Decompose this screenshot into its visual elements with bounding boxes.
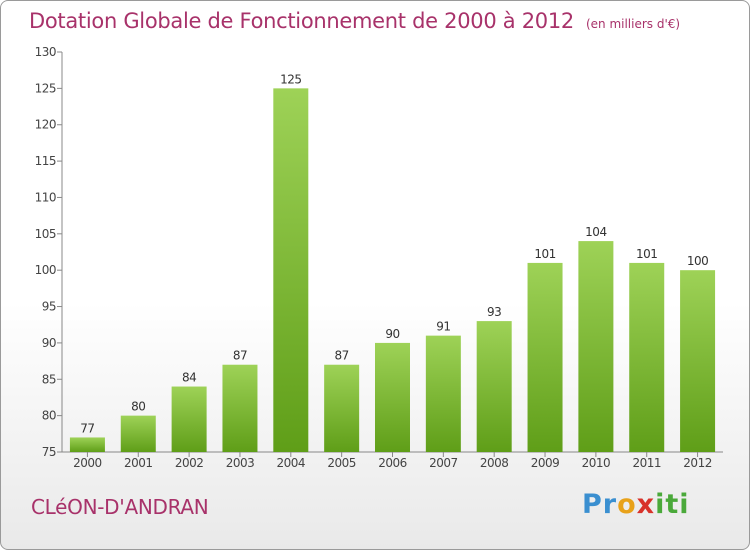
x-tick-label-2002: 2002 bbox=[175, 456, 204, 470]
y-tick-label: 115 bbox=[35, 154, 56, 168]
bar-2002 bbox=[171, 386, 207, 452]
y-tick-label: 110 bbox=[35, 190, 56, 204]
bar-2001 bbox=[120, 415, 156, 452]
y-tick-label: 90 bbox=[42, 336, 56, 350]
bar-2007 bbox=[425, 335, 461, 452]
data-label-2012: 100 bbox=[687, 254, 708, 268]
proxiti-logo: Proxiti bbox=[582, 489, 690, 520]
x-tick-label-2011: 2011 bbox=[632, 456, 661, 470]
x-tick-label-2012: 2012 bbox=[683, 456, 712, 470]
x-tick-label-2005: 2005 bbox=[327, 456, 356, 470]
data-label-2001: 80 bbox=[131, 400, 145, 414]
bar-2000 bbox=[69, 437, 105, 452]
y-tick-label: 125 bbox=[35, 81, 56, 95]
chart-subtitle: (en milliers d'€) bbox=[585, 17, 681, 31]
bar-2004 bbox=[273, 88, 309, 452]
x-tick-label-2008: 2008 bbox=[480, 456, 509, 470]
data-label-2003: 87 bbox=[233, 349, 247, 363]
bar-2010 bbox=[578, 241, 614, 452]
x-tick-label-2001: 2001 bbox=[124, 456, 153, 470]
logo-part-2: o bbox=[617, 489, 637, 520]
data-labels: 77 80 84 87 125 87 90 91 93 101 104 101 100 bbox=[80, 72, 708, 435]
chart-title: Dotation Globale de Fonctionnement de 20… bbox=[29, 9, 574, 33]
commune-name: CLéON-D'ANDRAN bbox=[31, 495, 209, 519]
bar-2011 bbox=[629, 262, 665, 452]
bars bbox=[69, 88, 716, 452]
data-label-2000: 77 bbox=[80, 421, 94, 435]
bar-2006 bbox=[375, 342, 410, 452]
bar-2009 bbox=[527, 262, 563, 452]
x-tick-label-2003: 2003 bbox=[226, 456, 255, 470]
data-label-2002: 84 bbox=[182, 371, 196, 385]
data-label-2005: 87 bbox=[335, 349, 349, 363]
data-label-2011: 101 bbox=[636, 247, 657, 261]
data-label-2009: 101 bbox=[534, 247, 555, 261]
y-tick-label: 130 bbox=[35, 45, 56, 59]
x-tick-label-2007: 2007 bbox=[429, 456, 458, 470]
y-tick-label: 120 bbox=[35, 118, 56, 132]
logo-part-1: Pr bbox=[582, 489, 618, 520]
bar-2012 bbox=[680, 270, 716, 452]
x-tick-label-2010: 2010 bbox=[582, 456, 611, 470]
y-tick-label: 95 bbox=[42, 300, 56, 314]
y-tick-labels: 75 80 85 90 95 100 105 110 115 120 125 130 bbox=[35, 45, 57, 459]
bar-2003 bbox=[222, 364, 258, 452]
bar-2005 bbox=[324, 364, 360, 452]
x-tick-label-2004: 2004 bbox=[277, 456, 306, 470]
x-tick-label-2006: 2006 bbox=[378, 456, 407, 470]
bar-2008 bbox=[476, 321, 512, 452]
x-tick-label-2009: 2009 bbox=[531, 456, 560, 470]
y-tick-label: 105 bbox=[35, 227, 56, 241]
y-tick-label: 85 bbox=[42, 372, 56, 386]
data-label-2006: 90 bbox=[385, 327, 399, 341]
x-tick-label-2000: 2000 bbox=[73, 456, 102, 470]
y-tick-label: 100 bbox=[35, 263, 56, 277]
data-label-2008: 93 bbox=[487, 305, 501, 319]
data-label-2010: 104 bbox=[585, 225, 606, 239]
y-tick-label: 80 bbox=[42, 409, 56, 423]
x-tick-labels: 2000 2001 2002 2003 2004 2005 2006 2007 2008 2009… bbox=[73, 456, 712, 470]
title-row: Dotation Globale de Fonctionnement de 20… bbox=[29, 9, 680, 33]
data-label-2004: 125 bbox=[280, 72, 301, 86]
data-label-2007: 91 bbox=[436, 320, 450, 334]
y-tick-label: 75 bbox=[42, 445, 56, 459]
logo-part-4: iti bbox=[655, 489, 690, 520]
logo-part-3: x bbox=[636, 489, 656, 520]
